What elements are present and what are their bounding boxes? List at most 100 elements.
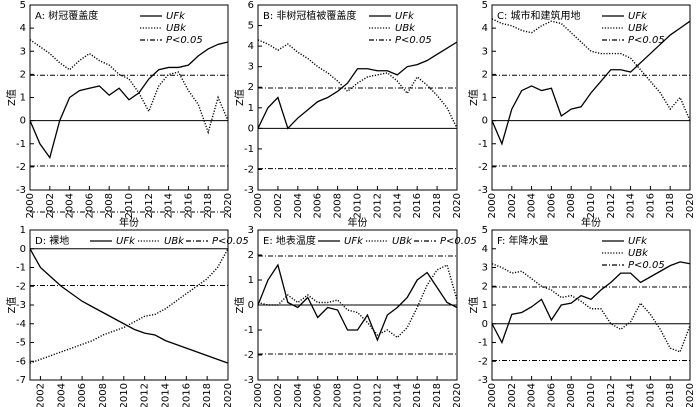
series-line [257, 41, 458, 130]
legend-label: UBk [164, 236, 185, 247]
y-axis-label: Z值 [5, 89, 18, 106]
y-tick-label: 2 [248, 250, 254, 261]
y-tick-label: -2 [244, 350, 254, 361]
x-tick-label: 2008 [104, 193, 115, 218]
y-tick-label: -2 [16, 162, 26, 173]
y-tick-label: 1 [248, 103, 254, 114]
y-tick-label: 4 [482, 23, 488, 34]
y-axis-label: Z值 [233, 297, 246, 314]
legend-label: P<0.05 [395, 35, 432, 46]
x-tick-label: 2014 [392, 193, 403, 218]
y-axis-label: Z值 [233, 89, 246, 106]
legend-label: UFk [395, 11, 415, 22]
y-tick-label: 0 [20, 244, 26, 255]
x-tick-label: 2010 [353, 193, 364, 218]
x-tick-label: 2016 [412, 193, 423, 218]
x-tick-label: 2016 [183, 193, 194, 218]
y-tick-label: -1 [16, 139, 26, 150]
series-line [491, 20, 691, 146]
legend-label: UBk [392, 236, 413, 247]
y-axis-label: Z值 [467, 89, 480, 106]
x-tick-label: 2014 [626, 193, 637, 218]
x-tick-label: 2018 [665, 193, 676, 218]
x-axis-label: 年份 [119, 216, 139, 229]
y-tick-label: 1 [20, 225, 26, 236]
y-tick-label: 0 [482, 319, 488, 330]
x-tick-label: 2004 [527, 193, 538, 218]
y-tick-label: 3 [248, 62, 254, 73]
x-tick-label: 2020 [452, 193, 463, 218]
y-tick-label: 1 [20, 93, 26, 104]
y-tick-label: -3 [16, 300, 26, 311]
plot-frame [29, 4, 229, 191]
x-tick-label: 2004 [293, 383, 304, 407]
x-tick-label: 2002 [45, 193, 56, 218]
x-tick-label: 2018 [203, 193, 214, 218]
x-tick-label: 2006 [546, 193, 557, 218]
x-tick-label: 2016 [181, 383, 192, 407]
x-tick-label: 2010 [586, 383, 597, 407]
x-tick-label: 2006 [546, 383, 557, 407]
panel-title: B: 非树冠植被覆盖度 [263, 9, 356, 22]
x-tick-label: 2008 [566, 193, 577, 218]
x-tick-label: 2020 [685, 193, 696, 218]
legend-label: P<0.05 [166, 35, 203, 46]
series-line [491, 261, 691, 345]
x-tick-label: 2002 [273, 193, 284, 218]
x-tick-label: 2012 [372, 193, 383, 218]
y-tick-label: 5 [248, 21, 254, 32]
legend-label: UBk [628, 248, 649, 259]
x-tick-label: 2004 [527, 383, 538, 407]
y-tick-label: -1 [244, 144, 254, 155]
legend-label: UFk [166, 11, 186, 22]
y-tick-label: 1 [482, 93, 488, 104]
x-tick-label: 2014 [160, 383, 171, 407]
series-line [29, 248, 229, 364]
y-tick-label: -2 [16, 281, 26, 292]
plot-frame [491, 4, 691, 191]
y-tick-label: -1 [16, 263, 26, 274]
x-tick-label: 2000 [487, 193, 498, 218]
legend-label: UBk [628, 23, 649, 34]
y-tick-label: 3 [482, 46, 488, 57]
x-tick-label: 2000 [253, 193, 264, 218]
x-tick-label: 2020 [452, 383, 463, 407]
y-tick-label: -6 [16, 356, 26, 367]
legend-label: P<0.05 [628, 260, 665, 271]
y-tick-label: 3 [482, 263, 488, 274]
x-tick-label: 2004 [293, 193, 304, 218]
x-tick-label: 2006 [313, 383, 324, 407]
plot-frame [29, 229, 229, 381]
y-tick-label: 0 [248, 123, 254, 134]
y-tick-label: -1 [244, 325, 254, 336]
y-tick-label: 4 [248, 41, 254, 52]
y-tick-label: 5 [482, 0, 488, 11]
x-tick-label: 2002 [273, 383, 284, 407]
panel-title: D: 裸地 [35, 234, 69, 247]
legend-label: P<0.05 [212, 236, 249, 247]
x-tick-label: 2008 [333, 193, 344, 218]
x-tick-label: 2004 [56, 383, 67, 407]
x-tick-label: 2012 [144, 193, 155, 218]
y-tick-label: 5 [20, 0, 26, 11]
x-tick-label: 2006 [313, 193, 324, 218]
y-tick-label: 4 [20, 23, 26, 34]
panel-title: E: 地表温度 [263, 234, 316, 247]
y-tick-label: -3 [478, 375, 488, 386]
y-tick-label: 1 [248, 275, 254, 286]
legend-label: P<0.05 [628, 35, 665, 46]
x-tick-label: 2014 [392, 383, 403, 407]
y-tick-label: -2 [478, 162, 488, 173]
x-tick-label: 2002 [35, 383, 46, 407]
y-tick-label: -2 [478, 356, 488, 367]
plot-frame [491, 229, 691, 381]
legend-label: UFk [116, 236, 136, 247]
x-tick-label: 2008 [566, 383, 577, 407]
y-tick-label: -1 [478, 338, 488, 349]
y-tick-label: -2 [244, 164, 254, 175]
x-tick-label: 2010 [353, 383, 364, 407]
x-tick-label: 2006 [84, 193, 95, 218]
y-axis-label: Z值 [467, 297, 480, 314]
x-tick-label: 2004 [65, 193, 76, 218]
